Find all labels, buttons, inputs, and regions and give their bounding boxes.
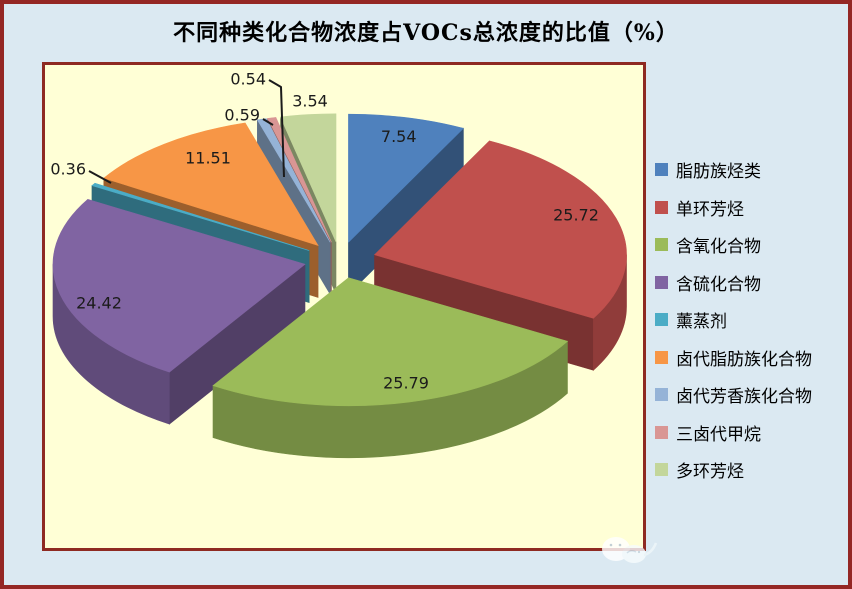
pie-slice-top-face — [103, 122, 319, 247]
legend-item: 多环芳烃 — [655, 451, 812, 489]
legend-label: 含硫化合物 — [676, 274, 761, 295]
pie-slice-top-face — [52, 199, 306, 373]
pie-slice-top-face — [212, 277, 569, 407]
pie-slice-top-face — [348, 113, 464, 243]
legend-swatch — [655, 313, 668, 327]
legend-label: 卤代脂肪族化合物 — [676, 349, 812, 370]
chart-title: 不同种类化合物浓度占VOCs总浓度的比值（%） — [173, 20, 679, 46]
legend-item: 卤代芳香族化合物 — [655, 376, 812, 414]
legend-label: 三卤代甲烷 — [676, 424, 761, 445]
legend-swatch — [655, 463, 668, 477]
pie-slice-top-face — [373, 140, 627, 319]
legend-label: 含氧化合物 — [676, 237, 761, 258]
legend-label: 薰蒸剂 — [676, 312, 727, 333]
slice-value-label: 0.36 — [50, 160, 86, 179]
legend-swatch — [655, 200, 668, 214]
slice-value-label: 25.79 — [383, 374, 429, 393]
pie-slice-top-face — [279, 113, 337, 242]
legend-label: 单环芳烃 — [676, 199, 744, 220]
label-leader-line — [262, 118, 274, 126]
legend: 脂肪族烃类单环芳烃含氧化合物含硫化合物薰蒸剂卤代脂肪族化合物 卤代芳香族化合物 三卤… — [655, 151, 812, 489]
legend-label: 多环芳烃 — [676, 462, 744, 483]
label-leader-line — [88, 170, 112, 184]
legend-swatch — [655, 238, 668, 252]
slice-value-label: 24.42 — [76, 294, 122, 313]
legend-swatch — [655, 275, 668, 289]
pie-slice-top-face — [256, 118, 331, 243]
label-leader-line — [268, 79, 285, 178]
legend-swatch — [655, 163, 668, 177]
legend-swatch — [655, 425, 668, 439]
legend-item: 卤代脂肪族化合物 — [655, 339, 812, 377]
pie-slice-top-face — [91, 182, 310, 251]
slice-value-label: 25.72 — [553, 206, 599, 225]
pie-3d: 7.54 25.72 25.79 24.42 0.36 11.51 0.59 0.54 3.54 — [50, 70, 627, 459]
slice-value-label: 7.54 — [381, 127, 417, 146]
legend-label: 卤代芳香族化合物 — [676, 387, 812, 408]
slice-value-label: 3.54 — [292, 92, 328, 111]
legend-item: 单环芳烃 — [655, 189, 812, 227]
legend-item: 含氧化合物 — [655, 226, 812, 264]
legend-item: 三卤代甲烷 — [655, 414, 812, 452]
legend-item: 脂肪族烃类 — [655, 151, 812, 189]
watermark-mascot-icon — [602, 537, 658, 563]
slice-value-label: 0.54 — [230, 70, 266, 89]
legend-item: 含硫化合物 — [655, 264, 812, 302]
legend-swatch — [655, 388, 668, 402]
pie-slice-含氧化合物 — [212, 277, 569, 459]
slice-value-label: 0.59 — [224, 106, 260, 125]
plot-area: 7.54 25.72 25.79 24.42 0.36 11.51 0.59 0.54 3.54 — [42, 62, 646, 551]
legend-item: 薰蒸剂 — [655, 301, 812, 339]
pie-slice-含硫化合物 — [52, 199, 306, 425]
legend-swatch — [655, 350, 668, 364]
legend-label: 脂肪族烃类 — [676, 162, 761, 183]
slice-value-label: 11.51 — [185, 149, 231, 168]
